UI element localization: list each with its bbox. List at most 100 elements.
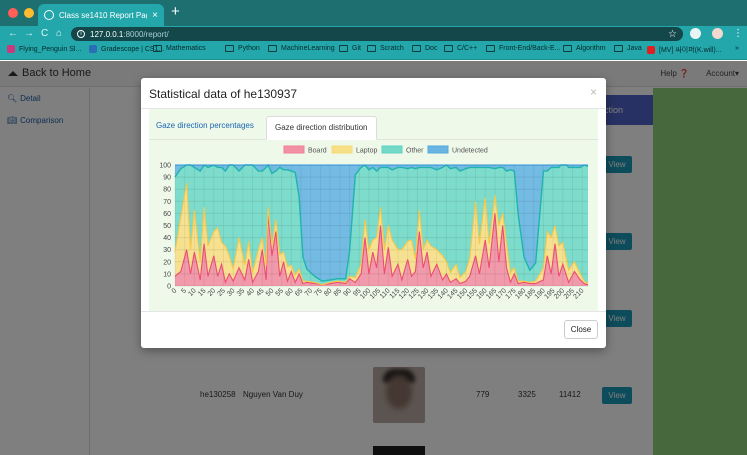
legend-label-laptop: Laptop xyxy=(356,148,378,155)
x-tick-label: 55 xyxy=(275,287,286,298)
folder-icon xyxy=(444,45,453,52)
browser-tab-title: Class se1410 Report Page xyxy=(59,10,148,20)
x-tick-label: 75 xyxy=(313,287,324,298)
x-tick-label: 25 xyxy=(216,287,227,298)
y-tick-label: 50 xyxy=(163,223,171,230)
x-tick-label: 30 xyxy=(226,287,237,298)
series-line-laptop xyxy=(174,183,589,286)
x-tick-label: 40 xyxy=(246,287,257,298)
bookmark-item[interactable]: Doc xyxy=(412,45,437,52)
bookmark-label: Algorithm xyxy=(576,45,606,52)
forward-arrow-icon[interactable]: → xyxy=(24,28,34,39)
y-tick-label: 0 xyxy=(167,284,171,291)
favicon-icon xyxy=(647,46,655,54)
x-tick-label: 35 xyxy=(236,287,247,298)
bookmark-item[interactable]: C/C++ xyxy=(444,45,477,52)
x-tick-label: 70 xyxy=(304,287,315,298)
reload-icon[interactable]: C xyxy=(41,28,49,39)
x-tick-label: 95 xyxy=(352,287,363,298)
legend-label-undetected: Undetected xyxy=(452,148,488,155)
y-tick-label: 20 xyxy=(163,259,171,266)
y-tick-label: 80 xyxy=(163,187,171,194)
tab-gaze-direction-percentages[interactable]: Gaze direction percentages xyxy=(156,121,254,130)
modal-header-divider xyxy=(141,108,606,109)
x-tick-label: 210 xyxy=(572,287,585,300)
modal-body: Gaze direction percentages Gaze directio… xyxy=(149,109,598,311)
star-icon[interactable]: ☆ xyxy=(668,28,677,40)
bookmark-item[interactable]: Java xyxy=(614,45,642,52)
bookmark-item[interactable]: Algorithm xyxy=(563,45,606,52)
bookmark-item[interactable]: Mathematics xyxy=(153,45,206,52)
legend-swatch xyxy=(427,145,449,154)
series-area-other xyxy=(175,165,588,285)
bookmark-item[interactable]: Scratch xyxy=(367,45,404,52)
extension-icon[interactable] xyxy=(690,28,701,39)
tab-gaze-direction-distribution[interactable]: Gaze direction distribution xyxy=(266,116,377,140)
x-tick-label: 80 xyxy=(323,287,334,298)
bookmark-label: Git xyxy=(352,45,361,52)
tab-close-icon[interactable]: × xyxy=(152,9,158,21)
x-tick-label: 10 xyxy=(187,287,198,298)
series-line-other xyxy=(174,163,589,282)
modal-close-icon[interactable]: × xyxy=(589,85,597,99)
bookmark-label: [MV] 싸이퍼(K.will)... xyxy=(659,47,722,54)
bookmark-item[interactable]: Git xyxy=(339,45,361,52)
close-button[interactable]: Close xyxy=(564,320,598,339)
y-tick-label: 60 xyxy=(163,211,171,218)
legend-label-board: Board xyxy=(308,148,327,155)
x-tick-label: 90 xyxy=(342,287,353,298)
info-icon[interactable]: i xyxy=(77,30,85,38)
bookmarks-bar: Flying_Penguin Sl... Gradescope | CS1... M… xyxy=(0,42,747,60)
favicon-icon xyxy=(7,45,15,53)
bookmark-item[interactable]: [MV] 싸이퍼(K.will)... xyxy=(647,45,722,55)
x-tick-label: 65 xyxy=(294,287,305,298)
bookmark-label: Doc xyxy=(425,45,438,52)
legend-label-other: Other xyxy=(406,148,424,155)
x-tick-label: 20 xyxy=(207,287,218,298)
bookmark-label: Gradescope | CS1... xyxy=(101,45,165,53)
window-minimize-button[interactable] xyxy=(24,8,34,18)
url-path: :8000/report/ xyxy=(123,29,169,39)
y-tick-label: 30 xyxy=(163,247,171,254)
x-tick-label: 5 xyxy=(180,287,188,295)
legend-swatch xyxy=(381,145,403,154)
y-tick-label: 100 xyxy=(159,163,171,170)
back-arrow-icon[interactable]: ← xyxy=(8,28,18,39)
folder-icon xyxy=(367,45,376,52)
x-tick-label: 0 xyxy=(171,287,179,295)
bookmark-item[interactable]: Python xyxy=(225,45,260,52)
bookmark-label: Flying_Penguin Sl... xyxy=(19,45,82,53)
y-tick-label: 70 xyxy=(163,199,171,206)
bookmark-item[interactable]: Gradescope | CS1... xyxy=(89,45,164,53)
favicon-icon xyxy=(89,45,97,53)
window-close-button[interactable] xyxy=(8,8,18,18)
x-tick-label: 50 xyxy=(265,287,276,298)
url-host: 127.0.0.1 xyxy=(90,29,124,39)
folder-icon xyxy=(339,45,348,52)
bookmark-item[interactable]: Front-End/Back-E... xyxy=(486,45,560,52)
bookmark-label: MachineLearning xyxy=(281,45,335,52)
folder-icon xyxy=(614,45,623,52)
series-area-board xyxy=(175,213,588,286)
new-tab-button[interactable]: + xyxy=(171,3,180,20)
folder-icon xyxy=(268,45,277,52)
home-icon[interactable]: ⌂ xyxy=(56,28,63,39)
folder-icon xyxy=(563,45,572,52)
folder-icon xyxy=(412,45,421,52)
modal-footer-divider xyxy=(141,311,606,312)
address-bar[interactable]: i 127.0.0.1:8000/report/ ☆ xyxy=(71,27,683,41)
profile-avatar[interactable] xyxy=(712,28,723,39)
bookmark-item[interactable]: MachineLearning xyxy=(268,45,335,52)
folder-icon xyxy=(153,45,162,52)
y-tick-label: 40 xyxy=(163,235,171,242)
bookmark-item[interactable]: Flying_Penguin Sl... xyxy=(7,45,81,53)
bookmark-label: Scratch xyxy=(380,45,404,52)
x-tick-label: 45 xyxy=(255,287,266,298)
modal-title: Statistical data of he130937 xyxy=(149,87,298,101)
browser-tab-strip: Class se1410 Report Page × + xyxy=(0,0,747,26)
bookmarks-overflow-icon[interactable]: » xyxy=(735,45,739,52)
kebab-menu-icon[interactable]: ⋮ xyxy=(733,28,743,39)
legend-swatch xyxy=(283,145,305,154)
browser-tab[interactable]: Class se1410 Report Page × xyxy=(38,4,164,26)
